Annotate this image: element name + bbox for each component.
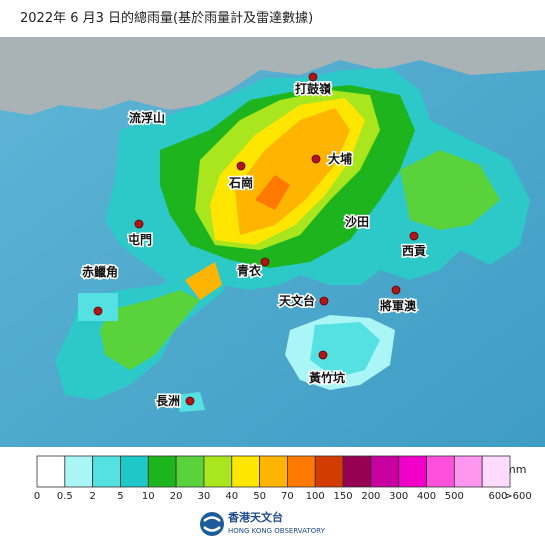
legend-label: 200 — [361, 491, 380, 502]
legend-swatch — [453, 455, 483, 488]
logo-name-zh: 香港天文台 — [227, 510, 283, 524]
legend-swatch — [203, 455, 233, 488]
station-dot — [260, 257, 270, 267]
legend-label: 70 — [281, 491, 294, 502]
legend-swatch — [370, 455, 400, 488]
place-label: 青衣 — [237, 263, 261, 278]
legend-label: 20 — [170, 491, 183, 502]
station-dot — [311, 154, 321, 164]
legend-label: 30 — [198, 491, 211, 502]
logo-name-en: HONG KONG OBSERVATORY — [228, 527, 326, 535]
station-dot — [319, 296, 329, 306]
legend-label: 2 — [89, 491, 95, 502]
place-label: 將軍澳 — [380, 298, 417, 313]
legend-label: 500 — [445, 491, 464, 502]
station-dot — [318, 350, 328, 360]
logo: 香港天文台 HONG KONG OBSERVATORY — [200, 510, 326, 536]
title: 2022年 6 月3 日的總雨量(基於雨量計及雷達數據) — [20, 10, 313, 26]
legend-swatch — [426, 455, 455, 488]
place-label: 大埔 — [328, 151, 352, 166]
station-dot — [93, 306, 103, 316]
place-label: 屯門 — [128, 232, 152, 247]
land — [400, 150, 500, 230]
logo-icon — [200, 512, 224, 536]
legend-label: 400 — [417, 491, 436, 502]
place-label: 流浮山 — [129, 110, 165, 125]
place-label: 西貢 — [402, 244, 426, 258]
place-label: 長洲 — [156, 393, 180, 408]
place-label: 黃竹坑 — [308, 370, 345, 385]
legend-label: 5 — [117, 491, 123, 502]
legend-swatch — [342, 455, 372, 488]
legend-swatch — [175, 455, 205, 488]
land — [185, 262, 222, 300]
place-label: 赤鱲角 — [82, 264, 118, 279]
legend-label: 300 — [389, 491, 408, 502]
place-label: 沙田 — [345, 215, 369, 229]
legend-swatch — [231, 455, 260, 488]
station-dot — [185, 396, 195, 406]
land — [310, 322, 380, 378]
legend-swatch — [92, 455, 121, 488]
legend-label: 40 — [225, 491, 238, 502]
legend-label: 10 — [142, 491, 155, 502]
legend-label: 50 — [253, 491, 266, 502]
mainland — [0, 37, 545, 115]
place-label: 天文台 — [279, 293, 315, 308]
legend-swatch — [36, 455, 66, 488]
legend-swatch — [287, 455, 316, 488]
legend-swatch — [481, 455, 511, 488]
legend-swatch — [64, 455, 94, 488]
legend-label: 150 — [334, 491, 353, 502]
legend-label: 0.5 — [57, 491, 73, 502]
logo-icon — [203, 516, 221, 532]
legend-swatch — [314, 455, 344, 488]
station-dot — [409, 231, 419, 241]
station-dot — [134, 219, 144, 229]
land — [255, 175, 290, 210]
land — [100, 290, 200, 370]
legend-label: 0 — [34, 491, 40, 502]
legend-swatch — [147, 455, 177, 488]
station-dot — [391, 285, 401, 295]
station-dot — [236, 161, 246, 171]
place-label: 打鼓嶺 — [295, 81, 332, 96]
legend-label: >600 — [504, 491, 531, 502]
legend-swatch — [120, 455, 149, 488]
legend-swatch — [398, 455, 427, 488]
legend-label: 100 — [306, 491, 325, 502]
legend-swatch — [259, 455, 288, 488]
legend-label: 600 — [488, 491, 507, 502]
station-dot — [308, 72, 318, 82]
place-label: 石崗 — [228, 175, 253, 190]
